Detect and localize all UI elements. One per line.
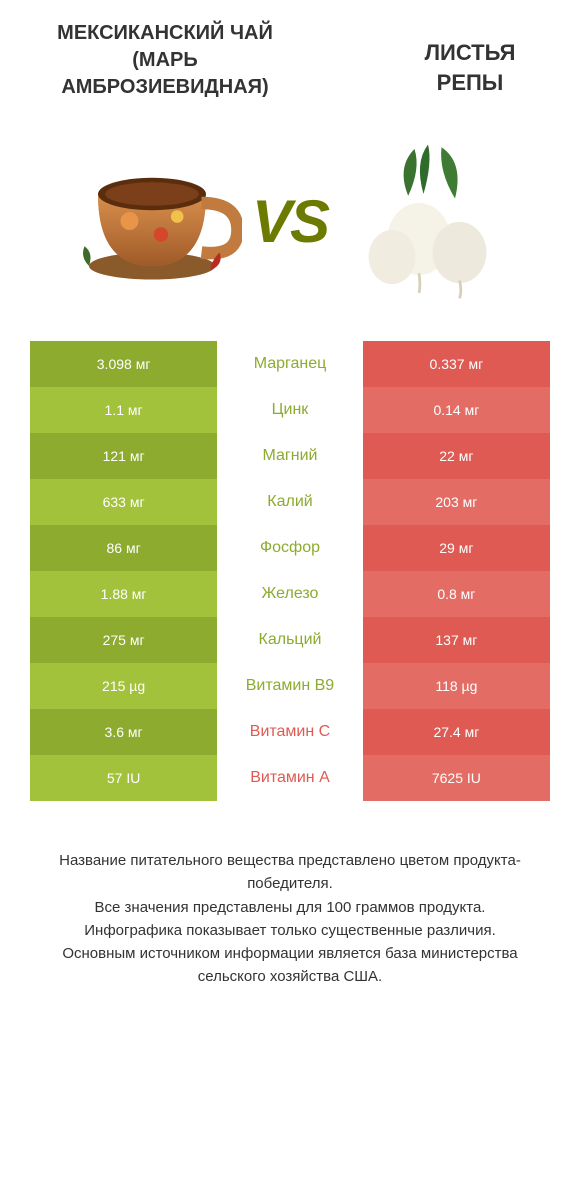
nutrient-name: Магний [217,433,363,479]
value-left: 1.88 мг [30,571,217,617]
table-row: 3.098 мгМарганец0.337 мг [30,341,550,387]
nutrient-name: Железо [217,571,363,617]
table-row: 3.6 мгВитамин C27.4 мг [30,709,550,755]
value-left: 57 IU [30,755,217,801]
value-right: 203 мг [363,479,550,525]
table-row: 633 мгКалий203 мг [30,479,550,525]
comparison-table: 3.098 мгМарганец0.337 мг1.1 мгЦинк0.14 м… [30,341,550,801]
table-row: 121 мгМагний22 мг [30,433,550,479]
value-left: 121 мг [30,433,217,479]
value-left: 633 мг [30,479,217,525]
table-row: 275 мгКальций137 мг [30,617,550,663]
value-right: 22 мг [363,433,550,479]
value-right: 0.8 мг [363,571,550,617]
value-left: 3.098 мг [30,341,217,387]
title-right: ЛИСТЬЯ РЕПЫ [390,20,550,101]
footer-line: Все значения представлены для 100 граммо… [40,896,540,919]
table-row: 215 µgВитамин B9118 µg [30,663,550,709]
nutrient-name: Марганец [217,341,363,387]
footer-line: Основным источником информации является … [40,942,540,989]
vs-label: VS [252,187,328,256]
value-right: 0.337 мг [363,341,550,387]
nutrient-name: Калий [217,479,363,525]
product-right-image [338,131,518,311]
table-row: 1.88 мгЖелезо0.8 мг [30,571,550,617]
footer-line: Инфографика показывает только существенн… [40,919,540,942]
table-row: 1.1 мгЦинк0.14 мг [30,387,550,433]
value-left: 3.6 мг [30,709,217,755]
nutrient-name: Витамин C [217,709,363,755]
nutrient-name: Кальций [217,617,363,663]
title-left: МЕКСИКАНСКИЙ ЧАЙ (МАРЬ АМБРОЗИЕВИДНАЯ) [30,20,300,101]
value-right: 7625 IU [363,755,550,801]
value-left: 215 µg [30,663,217,709]
product-left-image [62,131,242,311]
value-right: 29 мг [363,525,550,571]
nutrient-name: Витамин B9 [217,663,363,709]
value-left: 1.1 мг [30,387,217,433]
value-left: 86 мг [30,525,217,571]
table-row: 86 мгФосфор29 мг [30,525,550,571]
value-right: 27.4 мг [363,709,550,755]
value-right: 0.14 мг [363,387,550,433]
value-left: 275 мг [30,617,217,663]
footer-notes: Название питательного вещества представл… [30,849,550,989]
nutrient-name: Фосфор [217,525,363,571]
hero-row: VS [30,131,550,311]
table-row: 57 IUВитамин A7625 IU [30,755,550,801]
nutrient-name: Цинк [217,387,363,433]
footer-line: Название питательного вещества представл… [40,849,540,896]
value-right: 137 мг [363,617,550,663]
value-right: 118 µg [363,663,550,709]
nutrient-name: Витамин A [217,755,363,801]
